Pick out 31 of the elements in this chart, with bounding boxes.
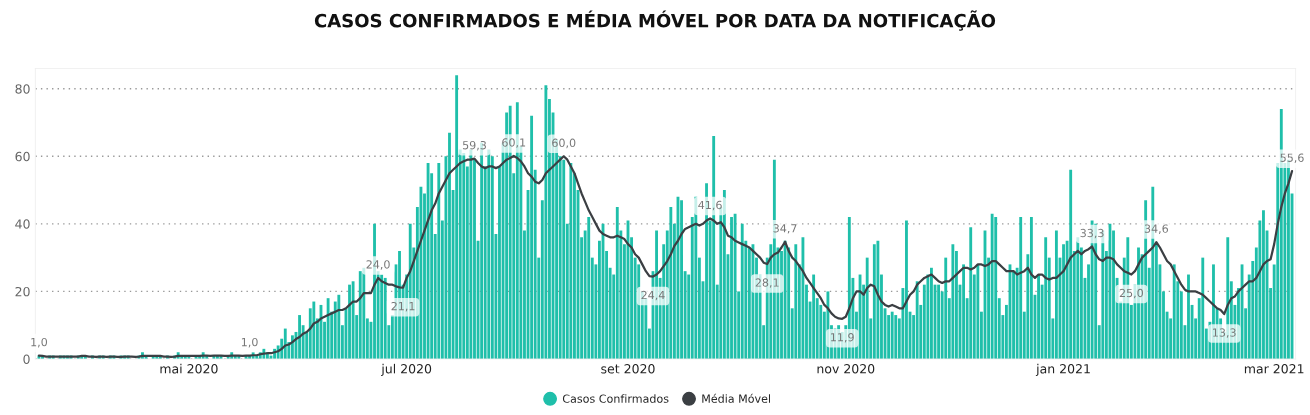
data-label: 59,3: [462, 140, 486, 151]
data-label: 33,3: [1080, 228, 1104, 239]
y-tick-label: 40: [15, 219, 30, 229]
x-tick-label: mai 2020: [160, 363, 218, 374]
y-tick-label: 0: [23, 354, 30, 364]
data-label: 41,6: [698, 200, 722, 211]
data-label: 21,1: [391, 301, 415, 312]
y-tick-label: 60: [15, 151, 30, 162]
data-label: 1,0: [31, 337, 48, 348]
x-tick-label: jul 2020: [381, 363, 432, 376]
data-label: 55,6: [1280, 153, 1304, 164]
data-label: 13,3: [1213, 328, 1236, 338]
x-tick-label: nov 2020: [817, 364, 875, 374]
x-tick-label: mar 2021: [1244, 364, 1304, 374]
data-label: 60,1: [502, 138, 526, 148]
x-tick-label: set 2020: [601, 364, 655, 374]
data-label: 11,9: [831, 333, 854, 343]
data-label: 24,0: [366, 260, 390, 270]
data-label: 34,6: [1144, 224, 1169, 234]
legend-label: Casos Confirmados: [562, 394, 669, 403]
y-tick-label: 20: [15, 286, 30, 297]
y-tick-label: 80: [15, 84, 30, 94]
data-label: 25,0: [1119, 288, 1143, 299]
data-label: 60,0: [552, 138, 576, 149]
data-label: 28,1: [755, 278, 779, 288]
chart-title: CASOS CONFIRMADOS E MÉDIA MÓVEL POR DATA DA NOTIFICAÇÃO: [314, 10, 996, 31]
legend-label: Média Móvel: [702, 393, 770, 403]
data-label: 34,7: [773, 224, 797, 234]
data-label: 1,0: [241, 337, 258, 348]
data-label: 24,4: [641, 290, 665, 301]
x-tick-label: jan 2021: [1035, 363, 1090, 376]
